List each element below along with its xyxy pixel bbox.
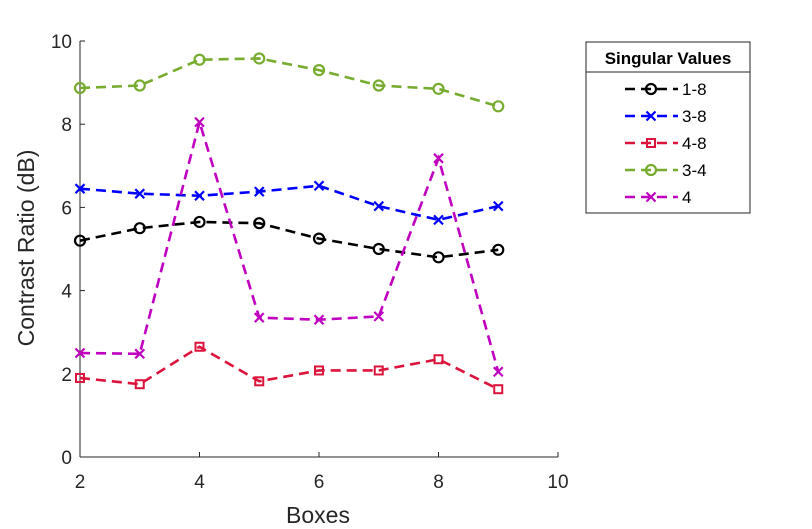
y-tick-label: 0 <box>61 448 72 469</box>
data-point <box>492 243 505 256</box>
y-axis-title: Contrast Ratio (dB) <box>13 150 39 347</box>
series-4 <box>74 116 504 377</box>
legend-item: 3-8 <box>625 107 707 126</box>
legend-marker <box>644 82 658 96</box>
y-tick-label: 10 <box>51 32 72 53</box>
data-point <box>134 348 146 360</box>
data-point <box>73 81 87 95</box>
legend-item: 1-8 <box>625 80 707 99</box>
legend-label: 3-8 <box>682 107 707 126</box>
legend-marker <box>645 191 657 203</box>
data-point <box>253 312 265 323</box>
data-point <box>492 366 504 377</box>
series-line <box>79 117 500 373</box>
data-point <box>254 376 265 387</box>
data-point <box>312 64 326 77</box>
y-tick-label: 2 <box>61 365 72 386</box>
legend-marker <box>646 138 656 148</box>
data-point <box>492 100 505 113</box>
legend-label: 1-8 <box>682 80 707 99</box>
data-point <box>194 116 205 128</box>
legend-items: 1-8 3-8 4-8 3-4 4 <box>625 80 707 207</box>
legend-marker <box>645 110 657 122</box>
y-tick-label: 6 <box>61 198 72 219</box>
data-point <box>432 251 445 264</box>
data-point <box>193 215 206 229</box>
x-tick-label: 6 <box>314 472 325 493</box>
series-3-4 <box>73 52 505 113</box>
data-point <box>73 234 87 247</box>
data-point <box>433 354 444 365</box>
data-point <box>313 180 325 192</box>
data-point <box>432 82 445 95</box>
legend-marker <box>644 163 658 177</box>
data-point <box>372 242 385 256</box>
data-point <box>194 341 205 352</box>
legend: Singular Values 1-8 3-8 4-8 3-4 4 <box>585 41 751 214</box>
data-point <box>134 188 146 199</box>
legend-label: 3-4 <box>682 161 707 180</box>
data-point <box>373 200 385 212</box>
data-point <box>433 214 444 226</box>
legend-item: 4 <box>625 188 691 207</box>
data-point <box>74 183 86 194</box>
series-line <box>79 345 499 391</box>
data-point <box>373 311 385 322</box>
series-4-8 <box>75 341 504 395</box>
y-tick-label: 4 <box>61 282 72 303</box>
series-3-8 <box>74 180 504 226</box>
data-point <box>314 365 324 376</box>
legend-title: Singular Values <box>605 49 732 68</box>
data-point <box>194 190 205 202</box>
x-tick-label: 10 <box>547 472 568 493</box>
x-tick-label: 2 <box>75 472 86 493</box>
legend-label: 4-8 <box>682 134 707 153</box>
data-point <box>313 314 325 325</box>
legend-item: 3-4 <box>625 161 707 180</box>
data-point <box>133 222 146 235</box>
data-point <box>312 232 326 245</box>
data-point <box>75 372 85 383</box>
data-point <box>493 384 504 395</box>
data-point <box>372 79 385 92</box>
data-point <box>253 52 266 65</box>
data-point <box>253 217 266 230</box>
data-point <box>74 347 86 359</box>
x-tick-label: 8 <box>433 472 444 493</box>
series-1-8 <box>73 215 505 264</box>
y-tick-label: 8 <box>61 115 72 136</box>
data-point <box>373 365 384 376</box>
data-point <box>433 153 444 164</box>
data-point <box>492 200 504 212</box>
legend-label: 4 <box>682 188 691 207</box>
legend-box <box>585 41 751 214</box>
data-point <box>193 53 206 66</box>
x-tick-label: 4 <box>194 472 205 493</box>
data-point <box>134 379 145 390</box>
data-point <box>133 79 146 92</box>
series-line <box>79 220 499 259</box>
series-line <box>79 184 499 222</box>
legend-item: 4-8 <box>625 134 707 153</box>
x-axis-title: Boxes <box>286 502 350 528</box>
data-point <box>253 186 265 197</box>
series-line <box>79 57 499 108</box>
series-layer <box>73 52 505 395</box>
